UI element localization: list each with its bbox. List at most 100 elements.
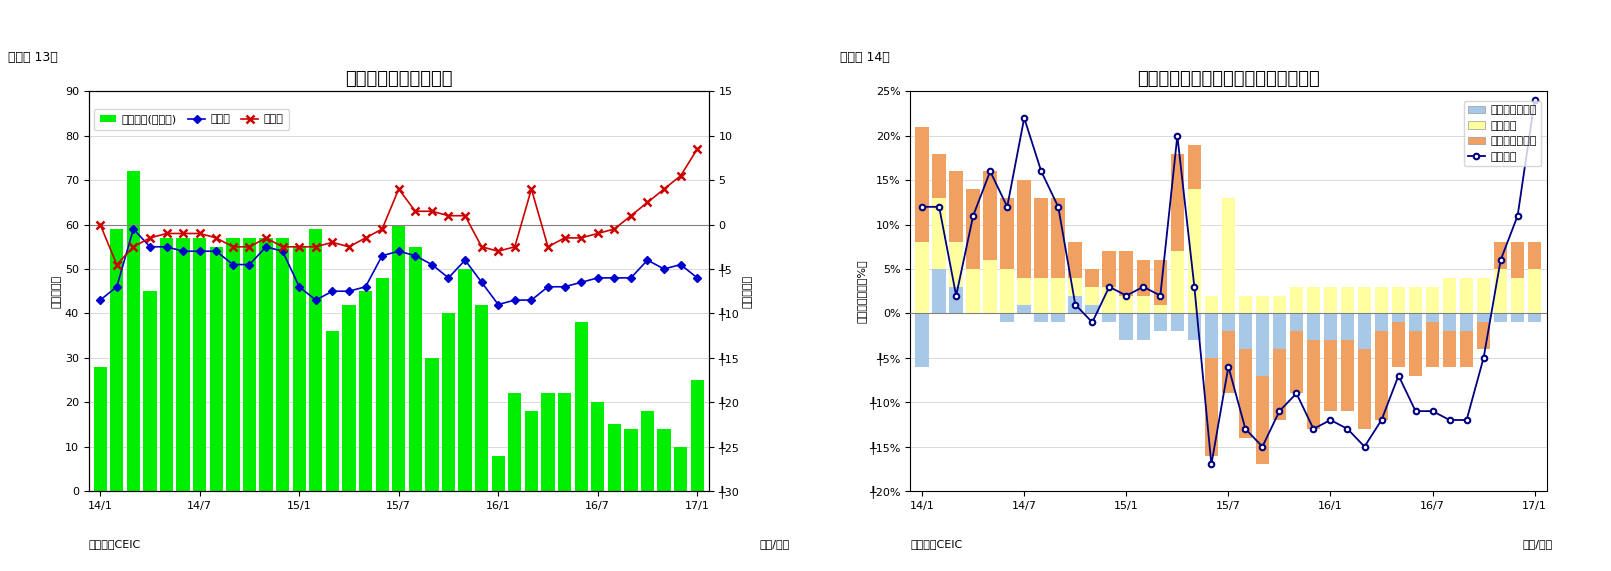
Bar xyxy=(1255,376,1269,464)
Bar xyxy=(1273,296,1286,313)
Bar xyxy=(1392,287,1405,313)
Bar xyxy=(226,238,240,491)
Bar xyxy=(1511,242,1524,278)
Bar xyxy=(1120,313,1133,340)
Bar xyxy=(915,313,930,367)
Bar xyxy=(425,358,438,491)
Bar xyxy=(1493,242,1508,269)
Bar xyxy=(507,393,522,491)
Bar xyxy=(375,278,388,491)
Bar xyxy=(1221,331,1236,393)
Y-axis label: （前年同期比、%）: （前年同期比、%） xyxy=(855,259,867,323)
Bar xyxy=(1086,287,1099,304)
Bar xyxy=(949,171,963,242)
Bar xyxy=(1511,278,1524,313)
Bar xyxy=(541,393,554,491)
Bar xyxy=(1477,278,1490,313)
Bar xyxy=(915,127,930,242)
Bar xyxy=(1443,331,1456,367)
Text: （資料）CEIC: （資料）CEIC xyxy=(910,539,962,549)
Bar xyxy=(1239,313,1252,349)
Bar xyxy=(1307,340,1321,429)
Bar xyxy=(591,402,604,491)
Bar xyxy=(1493,313,1508,322)
Bar xyxy=(1443,313,1456,331)
Bar xyxy=(1426,287,1439,313)
Bar xyxy=(1068,242,1083,278)
Bar xyxy=(1374,313,1389,331)
Bar xyxy=(177,238,190,491)
Bar xyxy=(1034,313,1049,322)
Bar xyxy=(557,393,572,491)
Bar xyxy=(641,411,654,491)
Bar xyxy=(1000,269,1013,313)
Bar xyxy=(275,238,290,491)
Bar xyxy=(1408,287,1423,313)
Bar xyxy=(967,269,979,313)
Bar xyxy=(1171,313,1184,331)
Bar xyxy=(1034,198,1049,278)
Bar xyxy=(933,269,946,313)
Bar xyxy=(1477,313,1490,322)
Bar xyxy=(1136,313,1150,340)
Bar xyxy=(1460,278,1474,313)
Bar xyxy=(949,287,963,313)
Bar xyxy=(1120,296,1133,313)
Bar xyxy=(93,367,106,491)
Bar xyxy=(1018,304,1031,313)
Bar xyxy=(915,242,930,313)
Bar xyxy=(1408,313,1423,331)
Text: （図表 14）: （図表 14） xyxy=(841,51,889,65)
Bar xyxy=(459,269,472,491)
Bar xyxy=(127,171,140,491)
Bar xyxy=(409,247,422,491)
Bar xyxy=(1358,313,1371,349)
Bar xyxy=(1460,331,1474,367)
Bar xyxy=(1136,296,1150,313)
Bar xyxy=(1358,287,1371,313)
Bar xyxy=(1018,278,1031,304)
Bar xyxy=(575,322,588,491)
Bar xyxy=(1086,269,1099,287)
Bar xyxy=(1239,296,1252,313)
Bar xyxy=(1171,154,1184,251)
Bar xyxy=(1255,296,1269,313)
Bar xyxy=(1018,180,1031,278)
Bar xyxy=(209,247,222,491)
Bar xyxy=(342,304,356,491)
Bar xyxy=(1000,198,1013,269)
Bar xyxy=(1187,189,1202,313)
Bar xyxy=(143,291,156,491)
Bar xyxy=(1307,287,1321,313)
Bar xyxy=(607,424,620,491)
Bar xyxy=(1102,251,1116,287)
Bar xyxy=(1255,313,1269,376)
Bar xyxy=(359,291,372,491)
Bar xyxy=(1527,242,1542,269)
Bar xyxy=(1527,313,1542,322)
Bar xyxy=(1171,251,1184,313)
Bar xyxy=(949,242,963,287)
Bar xyxy=(1374,331,1389,420)
Bar xyxy=(293,247,306,491)
Bar xyxy=(1000,313,1013,322)
Text: （年/月）: （年/月） xyxy=(759,539,789,549)
Bar xyxy=(1324,340,1337,411)
Text: （年/月）: （年/月） xyxy=(1522,539,1553,549)
Y-axis label: （億ドル）: （億ドル） xyxy=(52,275,61,308)
Bar xyxy=(1221,198,1236,313)
Bar xyxy=(1273,349,1286,420)
Bar xyxy=(657,429,670,491)
Bar xyxy=(1340,313,1355,340)
Bar xyxy=(1443,278,1456,313)
Bar xyxy=(1273,313,1286,349)
Bar xyxy=(1290,331,1303,393)
Bar xyxy=(1086,304,1099,313)
Bar xyxy=(1153,313,1166,331)
Bar xyxy=(1358,349,1371,429)
Bar xyxy=(1493,269,1508,313)
Bar xyxy=(1052,313,1065,322)
Bar xyxy=(1460,313,1474,331)
Title: フィリピン　輸出の伸び率（品目別）: フィリピン 輸出の伸び率（品目別） xyxy=(1137,70,1319,89)
Bar xyxy=(1221,313,1236,331)
